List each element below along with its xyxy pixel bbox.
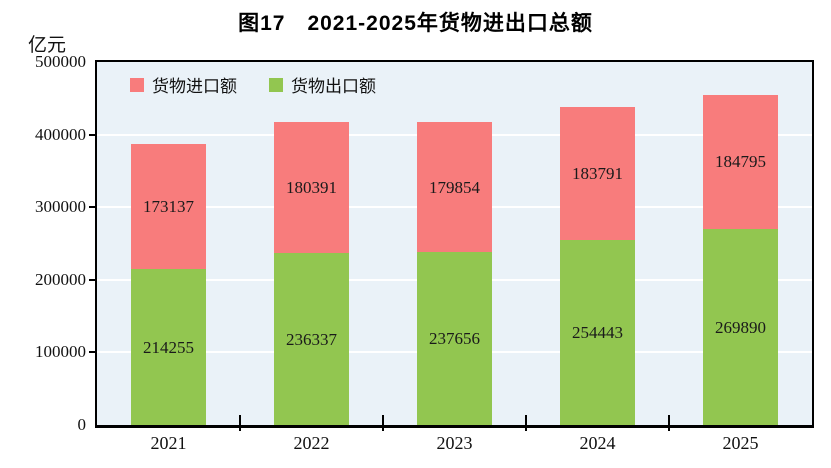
bar-segment-货物进口额-2023: 179854: [417, 121, 492, 253]
plot-area: 货物进口额 货物出口额 214255 173137 236337 180391 23765…: [95, 60, 814, 428]
legend-label: 货物出口额: [291, 77, 376, 96]
bar-value-label: 237656: [429, 329, 480, 349]
y-tick-label-300000: 300000: [35, 197, 86, 217]
bar-value-label: 179854: [429, 177, 480, 197]
bar-value-label: 236337: [286, 329, 337, 349]
y-tick-label-100000: 100000: [35, 342, 86, 362]
x-tick-mark-4: [668, 415, 670, 431]
bar-value-label: 183791: [572, 164, 623, 184]
y-axis-unit-label: 亿元: [28, 35, 67, 56]
x-tick-mark-1: [239, 415, 241, 431]
y-tick-mark-100000: [89, 351, 97, 354]
legend-label: 货物进口额: [152, 77, 237, 96]
y-tick-label-0: 0: [77, 415, 87, 434]
x-tick-mark-3: [525, 415, 527, 431]
x-tick-mark-2: [382, 415, 384, 431]
bar-segment-货物进口额-2024: 183791: [560, 106, 635, 241]
y-tick-mark-200000: [89, 278, 97, 281]
bar-segment-货物出口额-2023: 237656: [417, 252, 492, 425]
x-tick-label-2025: 2025: [722, 433, 759, 453]
y-tick-mark-400000: [89, 133, 97, 136]
legend: 货物进口额 货物出口额: [130, 72, 376, 97]
bar-value-label: 214255: [143, 337, 194, 357]
y-tick-mark-300000: [89, 206, 97, 209]
y-tick-label-500000: 500000: [35, 52, 86, 71]
x-tick-label-2023: 2023: [436, 433, 473, 453]
bar-segment-货物进口额-2021: 173137: [131, 143, 206, 270]
chart-title: 图17 2021-2025年货物进出口总额: [238, 12, 593, 35]
legend-item-货物出口额: 货物出口额: [269, 72, 376, 97]
y-tick-label-200000: 200000: [35, 269, 86, 289]
x-tick-label-2021: 2021: [150, 433, 187, 453]
legend-swatch-icon: [130, 77, 144, 92]
y-tick-label-400000: 400000: [35, 124, 86, 144]
bar-value-label: 184795: [715, 152, 766, 172]
legend-item-货物进口额: 货物进口额: [130, 72, 237, 97]
legend-swatch-icon: [269, 77, 283, 92]
bar-value-label: 180391: [286, 178, 337, 198]
bar-value-label: 173137: [143, 197, 194, 217]
bar-segment-货物出口额-2022: 236337: [274, 253, 349, 425]
x-tick-label-2022: 2022: [293, 433, 330, 453]
bar-segment-货物进口额-2022: 180391: [274, 122, 349, 254]
bar-segment-货物进口额-2025: 184795: [703, 94, 778, 230]
bar-segment-货物出口额-2021: 214255: [131, 269, 206, 425]
bar-segment-货物出口额-2024: 254443: [560, 240, 635, 425]
x-tick-label-2024: 2024: [579, 433, 616, 453]
bar-segment-货物出口额-2025: 269890: [703, 229, 778, 425]
bar-value-label: 269890: [715, 317, 766, 337]
bar-value-label: 254443: [572, 323, 623, 343]
